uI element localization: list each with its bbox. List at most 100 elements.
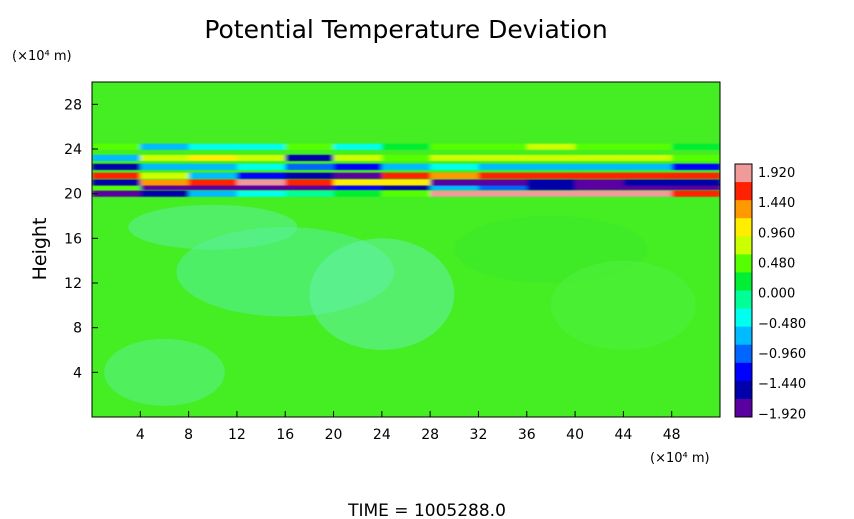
band-segment xyxy=(430,183,480,191)
band-segment xyxy=(575,190,625,197)
x-tick-label: 24 xyxy=(373,427,391,443)
band-segment xyxy=(575,154,625,162)
band-segment xyxy=(92,183,142,191)
x-tick-label: 12 xyxy=(228,427,246,443)
colorbar-swatch xyxy=(735,218,752,237)
band-segment xyxy=(430,154,480,162)
band-segment xyxy=(478,172,528,179)
band-segment xyxy=(478,143,528,150)
band-segment xyxy=(188,154,238,162)
band-segment xyxy=(671,183,720,191)
y-tick-label: 24 xyxy=(64,142,82,158)
band-segment xyxy=(671,154,720,162)
disturbance-bands xyxy=(92,143,720,197)
y-tick-label: 16 xyxy=(64,231,82,247)
band-segment xyxy=(140,163,190,170)
field-smudge xyxy=(550,260,696,351)
colorbar-label: −0.960 xyxy=(758,347,806,362)
band-segment xyxy=(188,163,238,170)
band-segment xyxy=(623,190,673,197)
chart-title: Potential Temperature Deviation xyxy=(204,15,607,44)
band-segment xyxy=(478,183,528,191)
band-segment xyxy=(430,179,480,186)
field-smudge xyxy=(309,238,455,350)
band-segment xyxy=(430,172,480,179)
colorbar-swatch xyxy=(735,380,752,400)
band-segment xyxy=(381,143,432,150)
colorbar-swatch xyxy=(735,362,752,382)
y-tick-label: 4 xyxy=(73,365,82,381)
x-tick-label: 28 xyxy=(421,427,439,443)
band-segment xyxy=(671,172,720,179)
band-segment xyxy=(478,163,528,170)
plot-area xyxy=(92,82,720,417)
field-smudge xyxy=(104,338,225,406)
band-segment xyxy=(478,154,528,162)
band-segment xyxy=(285,143,335,150)
band-segment xyxy=(140,179,190,186)
band-row xyxy=(92,154,720,162)
colorbar-label: −1.920 xyxy=(758,407,806,422)
band-segment xyxy=(92,190,142,197)
band-segment xyxy=(92,154,142,162)
band-segment xyxy=(381,172,432,179)
x-tick-label: 48 xyxy=(663,427,681,443)
y-axis-ticks: 4 8 12 16 20 24 28 xyxy=(64,97,98,381)
x-tick-label: 32 xyxy=(470,427,488,443)
colorbar-swatch xyxy=(735,254,752,273)
band-segment xyxy=(333,163,383,170)
x-tick-label: 44 xyxy=(614,427,632,443)
band-segment xyxy=(188,183,238,191)
band-segment xyxy=(381,183,432,191)
colorbar: 1.920 1.440 0.960 0.480 0.000 −0.480 −0.960 −1.… xyxy=(734,163,806,422)
band-row xyxy=(92,190,720,197)
band-segment xyxy=(285,154,335,162)
band-segment xyxy=(236,154,287,162)
colorbar-swatch xyxy=(735,164,752,183)
band-segment xyxy=(526,190,577,197)
colorbar-swatch xyxy=(735,272,752,291)
band-row xyxy=(92,172,720,179)
x-axis-ticks: 4 8 12 16 20 24 28 32 36 40 44 48 xyxy=(136,411,681,443)
band-segment xyxy=(575,172,625,179)
colorbar-swatch xyxy=(735,290,752,310)
plot-frame xyxy=(91,81,721,418)
band-segment xyxy=(92,163,142,170)
band-segment xyxy=(478,179,528,186)
band-segment xyxy=(140,154,190,162)
colorbar-swatch xyxy=(735,398,752,418)
band-segment xyxy=(526,172,577,179)
band-segment xyxy=(285,183,335,191)
band-segment xyxy=(575,163,625,170)
band-segment xyxy=(430,190,480,197)
band-segment xyxy=(671,163,720,170)
band-segment xyxy=(671,143,720,150)
band-segment xyxy=(236,190,287,197)
colorbar-label: 0.960 xyxy=(758,226,795,241)
band-segment xyxy=(333,190,383,197)
x-tick-label: 40 xyxy=(566,427,584,443)
band-segment xyxy=(526,143,577,150)
band-segment xyxy=(478,190,528,197)
colorbar-swatch xyxy=(735,236,752,255)
band-segment xyxy=(140,183,190,191)
colorbar-label: −1.440 xyxy=(758,377,806,392)
band-segment xyxy=(526,163,577,170)
x-axis-unit: (×10⁴ m) xyxy=(650,451,710,466)
x-tick-label: 20 xyxy=(325,427,343,443)
band-segment xyxy=(92,172,142,179)
band-segment xyxy=(92,143,142,150)
band-segment xyxy=(430,163,480,170)
band-segment xyxy=(236,143,287,150)
colorbar-swatch xyxy=(735,308,752,328)
x-tick-label: 16 xyxy=(276,427,294,443)
band-segment xyxy=(623,179,673,186)
band-segment xyxy=(526,154,577,162)
field-texture xyxy=(104,204,696,406)
band-segment xyxy=(140,143,190,150)
band-segment xyxy=(92,179,142,186)
band-segment xyxy=(381,154,432,162)
band-segment xyxy=(381,190,432,197)
band-segment xyxy=(623,163,673,170)
band-segment xyxy=(285,190,335,197)
